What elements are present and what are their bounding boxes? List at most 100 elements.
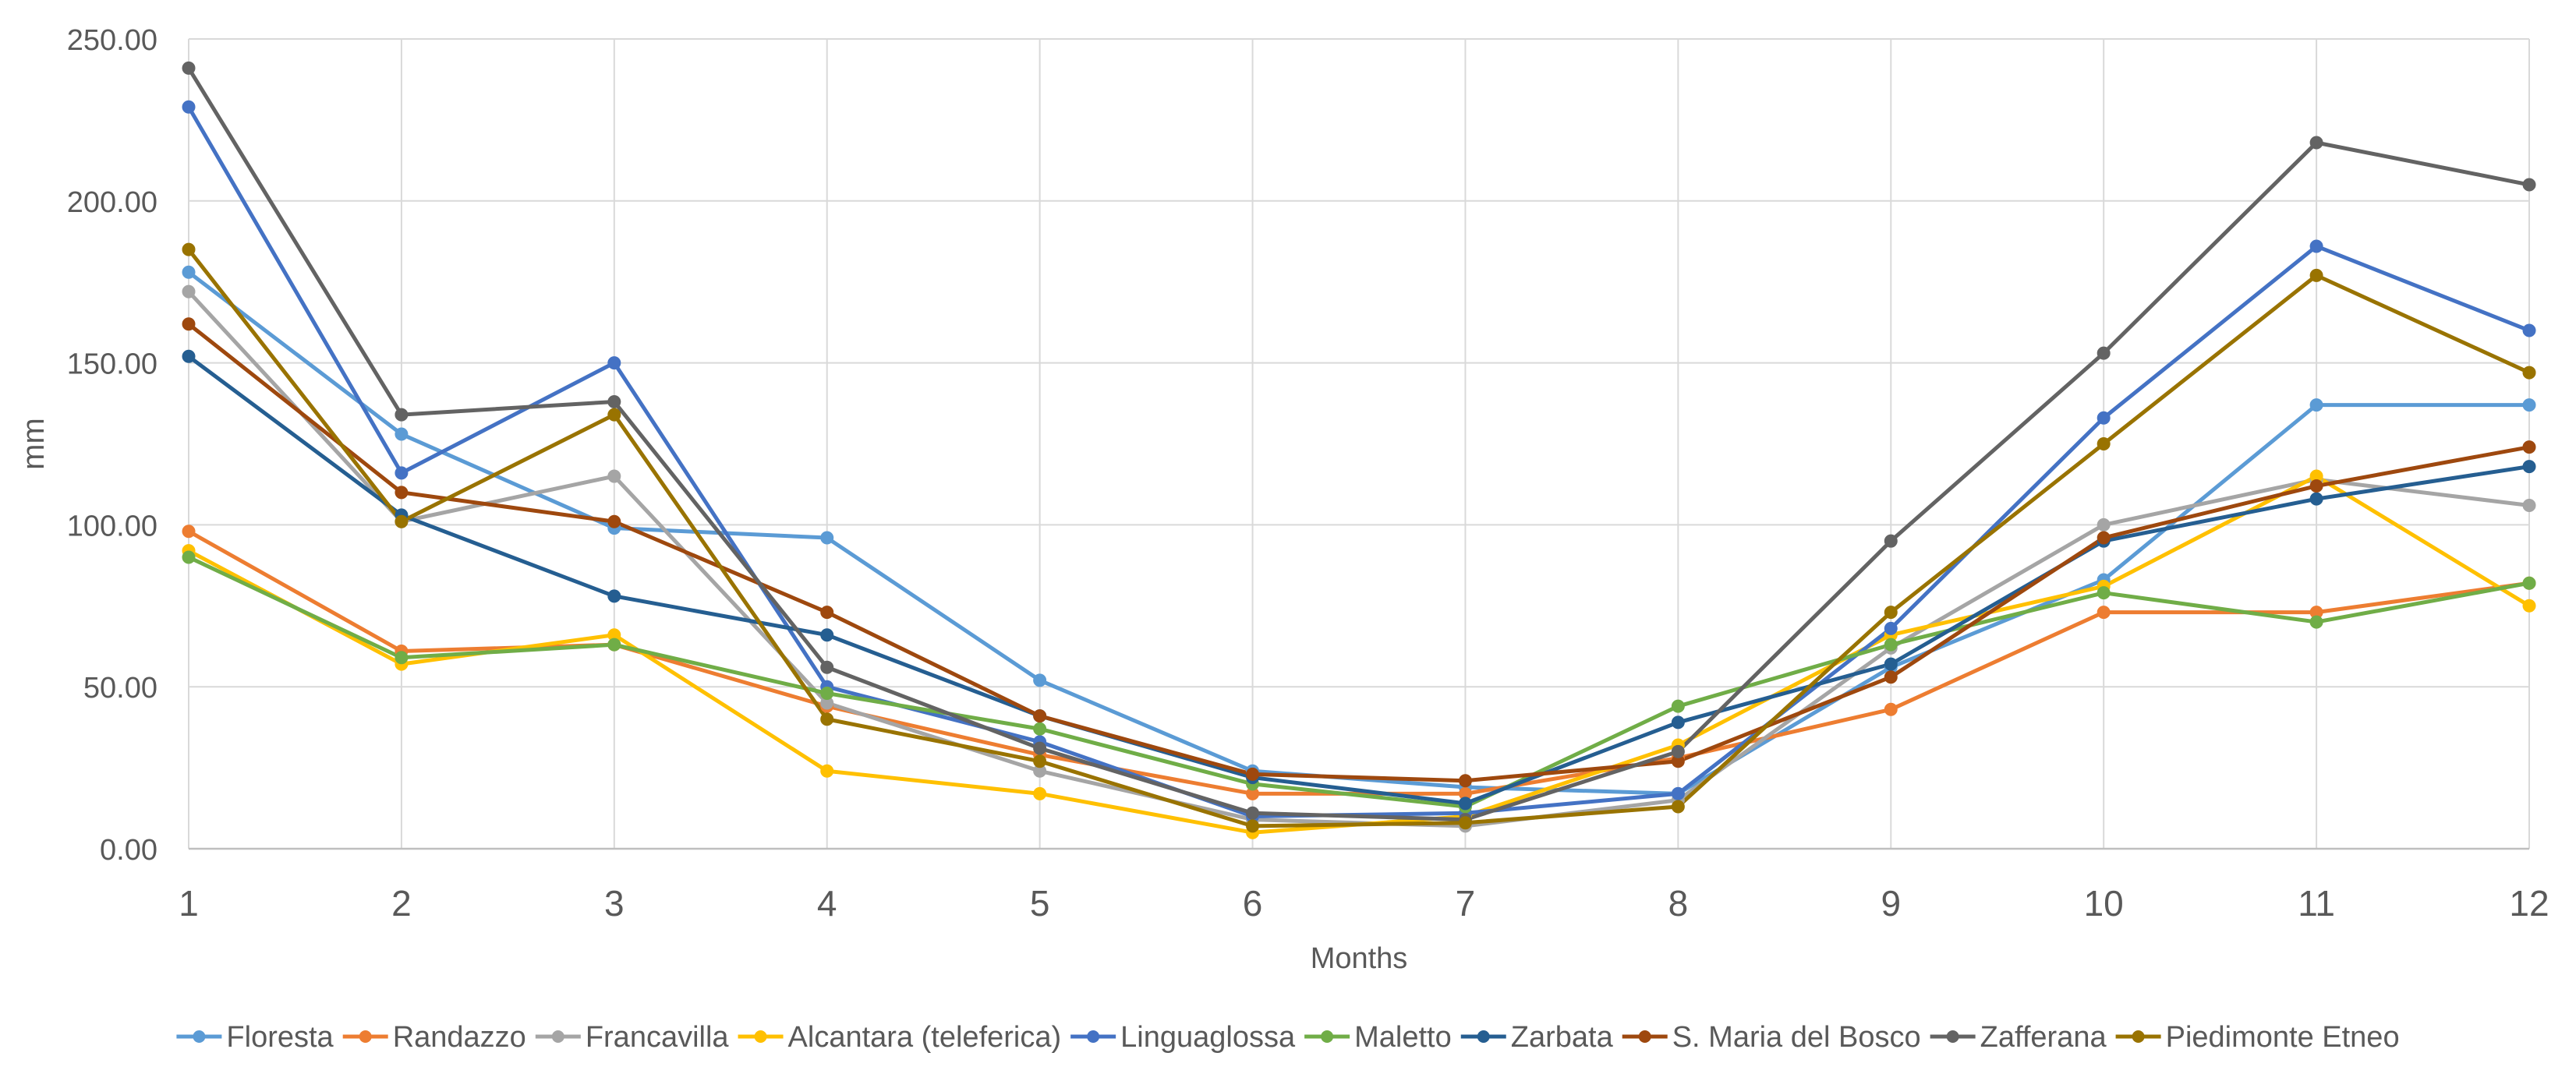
legend-swatch-marker — [1087, 1030, 1100, 1043]
x-tick-label: 5 — [1030, 883, 1050, 924]
y-tick-label: 100.00 — [67, 510, 157, 542]
data-point — [820, 628, 834, 642]
data-point — [2309, 479, 2323, 493]
x-tick-label: 3 — [604, 883, 625, 924]
legend-swatch-marker — [193, 1030, 206, 1043]
legend: Floresta Randazzo Francavilla Alcantara (te… — [176, 1021, 2400, 1054]
x-tick-label: 6 — [1243, 883, 1263, 924]
data-point — [1671, 786, 1685, 800]
data-point — [1033, 741, 1047, 755]
legend-label: Francavilla — [586, 1021, 730, 1054]
data-point — [182, 242, 196, 256]
x-tick-label: 11 — [2298, 883, 2335, 924]
y-tick-label: 50.00 — [83, 672, 157, 705]
data-point — [395, 651, 409, 665]
data-point — [395, 408, 409, 422]
y-tick-label: 200.00 — [67, 186, 157, 219]
x-tick-label: 1 — [179, 883, 199, 924]
data-point — [1884, 702, 1898, 716]
data-point — [607, 408, 621, 422]
series-line — [186, 270, 2532, 796]
legend-item: Zarbata — [1460, 1021, 1614, 1054]
data-point — [182, 525, 196, 539]
data-point — [1884, 606, 1898, 620]
x-tick-label: 7 — [1456, 883, 1476, 924]
series-line — [186, 247, 2532, 828]
data-point — [1033, 709, 1047, 723]
legend-item: Floresta — [176, 1021, 334, 1054]
series-lines — [186, 65, 2532, 835]
data-point — [607, 356, 621, 370]
data-point — [1884, 670, 1898, 684]
y-tick-label: 0.00 — [100, 834, 157, 867]
data-point — [1671, 744, 1685, 758]
data-point — [2309, 136, 2323, 150]
data-point — [2309, 615, 2323, 629]
data-point — [1033, 722, 1047, 736]
x-tick-label: 8 — [1668, 883, 1689, 924]
y-tick-label: 250.00 — [67, 24, 157, 57]
data-point — [182, 550, 196, 564]
gridlines — [188, 38, 2530, 849]
data-point — [2097, 411, 2111, 425]
legend-item: Alcantara (teleferica) — [738, 1021, 1062, 1054]
data-point — [1033, 754, 1047, 768]
data-point — [1671, 800, 1685, 814]
data-point — [1884, 621, 1898, 635]
data-point — [2522, 440, 2536, 454]
legend-swatch-marker — [1321, 1030, 1334, 1043]
data-point — [2309, 239, 2323, 253]
data-point — [182, 317, 196, 331]
x-tick-label: 9 — [1881, 883, 1901, 924]
data-point — [1671, 715, 1685, 729]
data-point — [395, 466, 409, 480]
data-point — [820, 606, 834, 620]
data-point — [182, 61, 196, 75]
data-point — [1033, 673, 1047, 687]
data-point — [182, 100, 196, 114]
y-tick-label: 150.00 — [67, 348, 157, 381]
x-axis-tick-labels: 1 2 3 4 5 6 7 8 9 10 11 12 — [179, 883, 2549, 924]
data-point — [2522, 323, 2536, 337]
data-point — [2522, 498, 2536, 512]
data-point — [1246, 767, 1260, 781]
data-point — [2522, 178, 2536, 192]
data-point — [1458, 797, 1472, 811]
legend-swatch-marker — [1477, 1030, 1490, 1043]
series-line — [186, 555, 2532, 809]
data-point — [395, 486, 409, 500]
legend-item: Maletto — [1304, 1021, 1452, 1054]
legend-label: Zafferana — [1980, 1021, 2107, 1054]
legend-swatch-marker — [754, 1030, 767, 1043]
data-point — [820, 687, 834, 701]
data-point — [607, 394, 621, 408]
legend-label: Alcantara (teleferica) — [788, 1021, 1062, 1054]
series-line — [186, 289, 2532, 828]
data-point — [2097, 437, 2111, 450]
legend-swatch-marker — [1638, 1030, 1651, 1043]
data-point — [2097, 531, 2111, 545]
y-axis-tick-labels: 0.00 50.00 100.00 150.00 200.00 250.00 — [67, 24, 157, 867]
data-point — [2309, 398, 2323, 412]
legend-swatch-marker — [359, 1030, 372, 1043]
data-point — [2522, 398, 2536, 412]
data-point — [820, 712, 834, 726]
legend-label: Maletto — [1354, 1021, 1452, 1054]
series-line — [186, 322, 2532, 783]
data-point — [1246, 806, 1260, 820]
data-point — [395, 427, 409, 441]
data-point — [1884, 534, 1898, 548]
data-point — [1458, 774, 1472, 788]
legend-label: Randazzo — [393, 1021, 526, 1054]
series-line — [186, 354, 2532, 806]
data-point — [1884, 657, 1898, 671]
data-point — [2097, 586, 2111, 600]
x-axis-title: Months — [1311, 942, 1408, 975]
legend-swatch-marker — [551, 1030, 564, 1043]
data-point — [2097, 606, 2111, 620]
data-point — [2097, 518, 2111, 532]
data-point — [395, 514, 409, 528]
legend-item: Piedimonte Etneo — [2115, 1021, 2400, 1054]
data-point — [2309, 492, 2323, 506]
